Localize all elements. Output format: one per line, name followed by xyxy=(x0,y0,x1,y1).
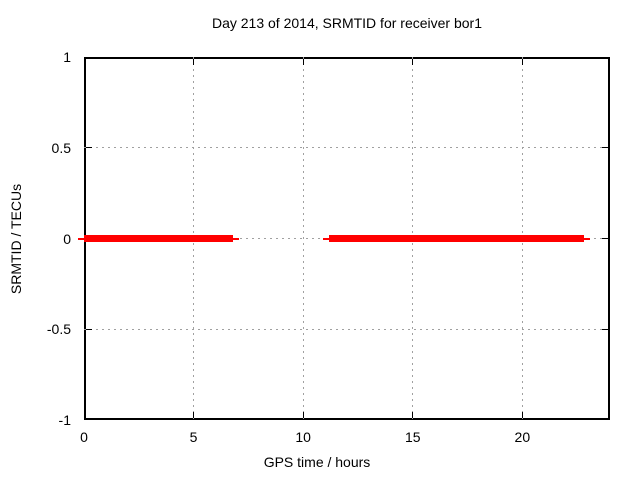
x-tick-label: 5 xyxy=(189,429,198,445)
series-segment-cap xyxy=(323,237,330,240)
x-tick-label: 20 xyxy=(514,429,531,445)
y-tickmark-right xyxy=(602,328,608,330)
y-tick-label: -0.5 xyxy=(46,321,71,338)
x-tickmark-top xyxy=(412,59,414,65)
x-tick-label: 10 xyxy=(295,429,311,445)
y-tickmark-right xyxy=(602,147,608,149)
x-tickmark-bottom xyxy=(193,412,195,418)
x-tickmark-bottom xyxy=(521,412,523,418)
series-segment-cap xyxy=(78,237,84,240)
series-segment-cap xyxy=(233,237,240,240)
y-tick-label: -1 xyxy=(58,412,71,428)
y-tickmark-right xyxy=(602,238,608,239)
y-tick-label: 0.5 xyxy=(51,139,71,156)
y-tickmark-left xyxy=(86,147,92,149)
y-tick-label: 0 xyxy=(63,230,71,247)
x-tickmark-top xyxy=(302,59,304,65)
series-segment-cap xyxy=(583,237,590,240)
x-tickmark-top xyxy=(521,59,523,65)
chart-title: Day 213 of 2014, SRMTID for receiver bor… xyxy=(211,15,482,31)
y-tickmark-left xyxy=(86,328,92,330)
x-tickmark-top xyxy=(193,59,195,65)
x-tickmark-bottom xyxy=(302,412,304,418)
series-segment xyxy=(84,235,234,242)
y-gridline xyxy=(84,147,610,149)
x-tick-label: 15 xyxy=(404,429,421,445)
series-segment xyxy=(329,235,584,242)
x-tick-label: 0 xyxy=(80,429,88,445)
y-gridline xyxy=(84,328,610,330)
y-tick-label: 1 xyxy=(63,49,71,65)
x-axis-label: GPS time / hours xyxy=(263,454,371,470)
x-tickmark-bottom xyxy=(412,412,414,418)
